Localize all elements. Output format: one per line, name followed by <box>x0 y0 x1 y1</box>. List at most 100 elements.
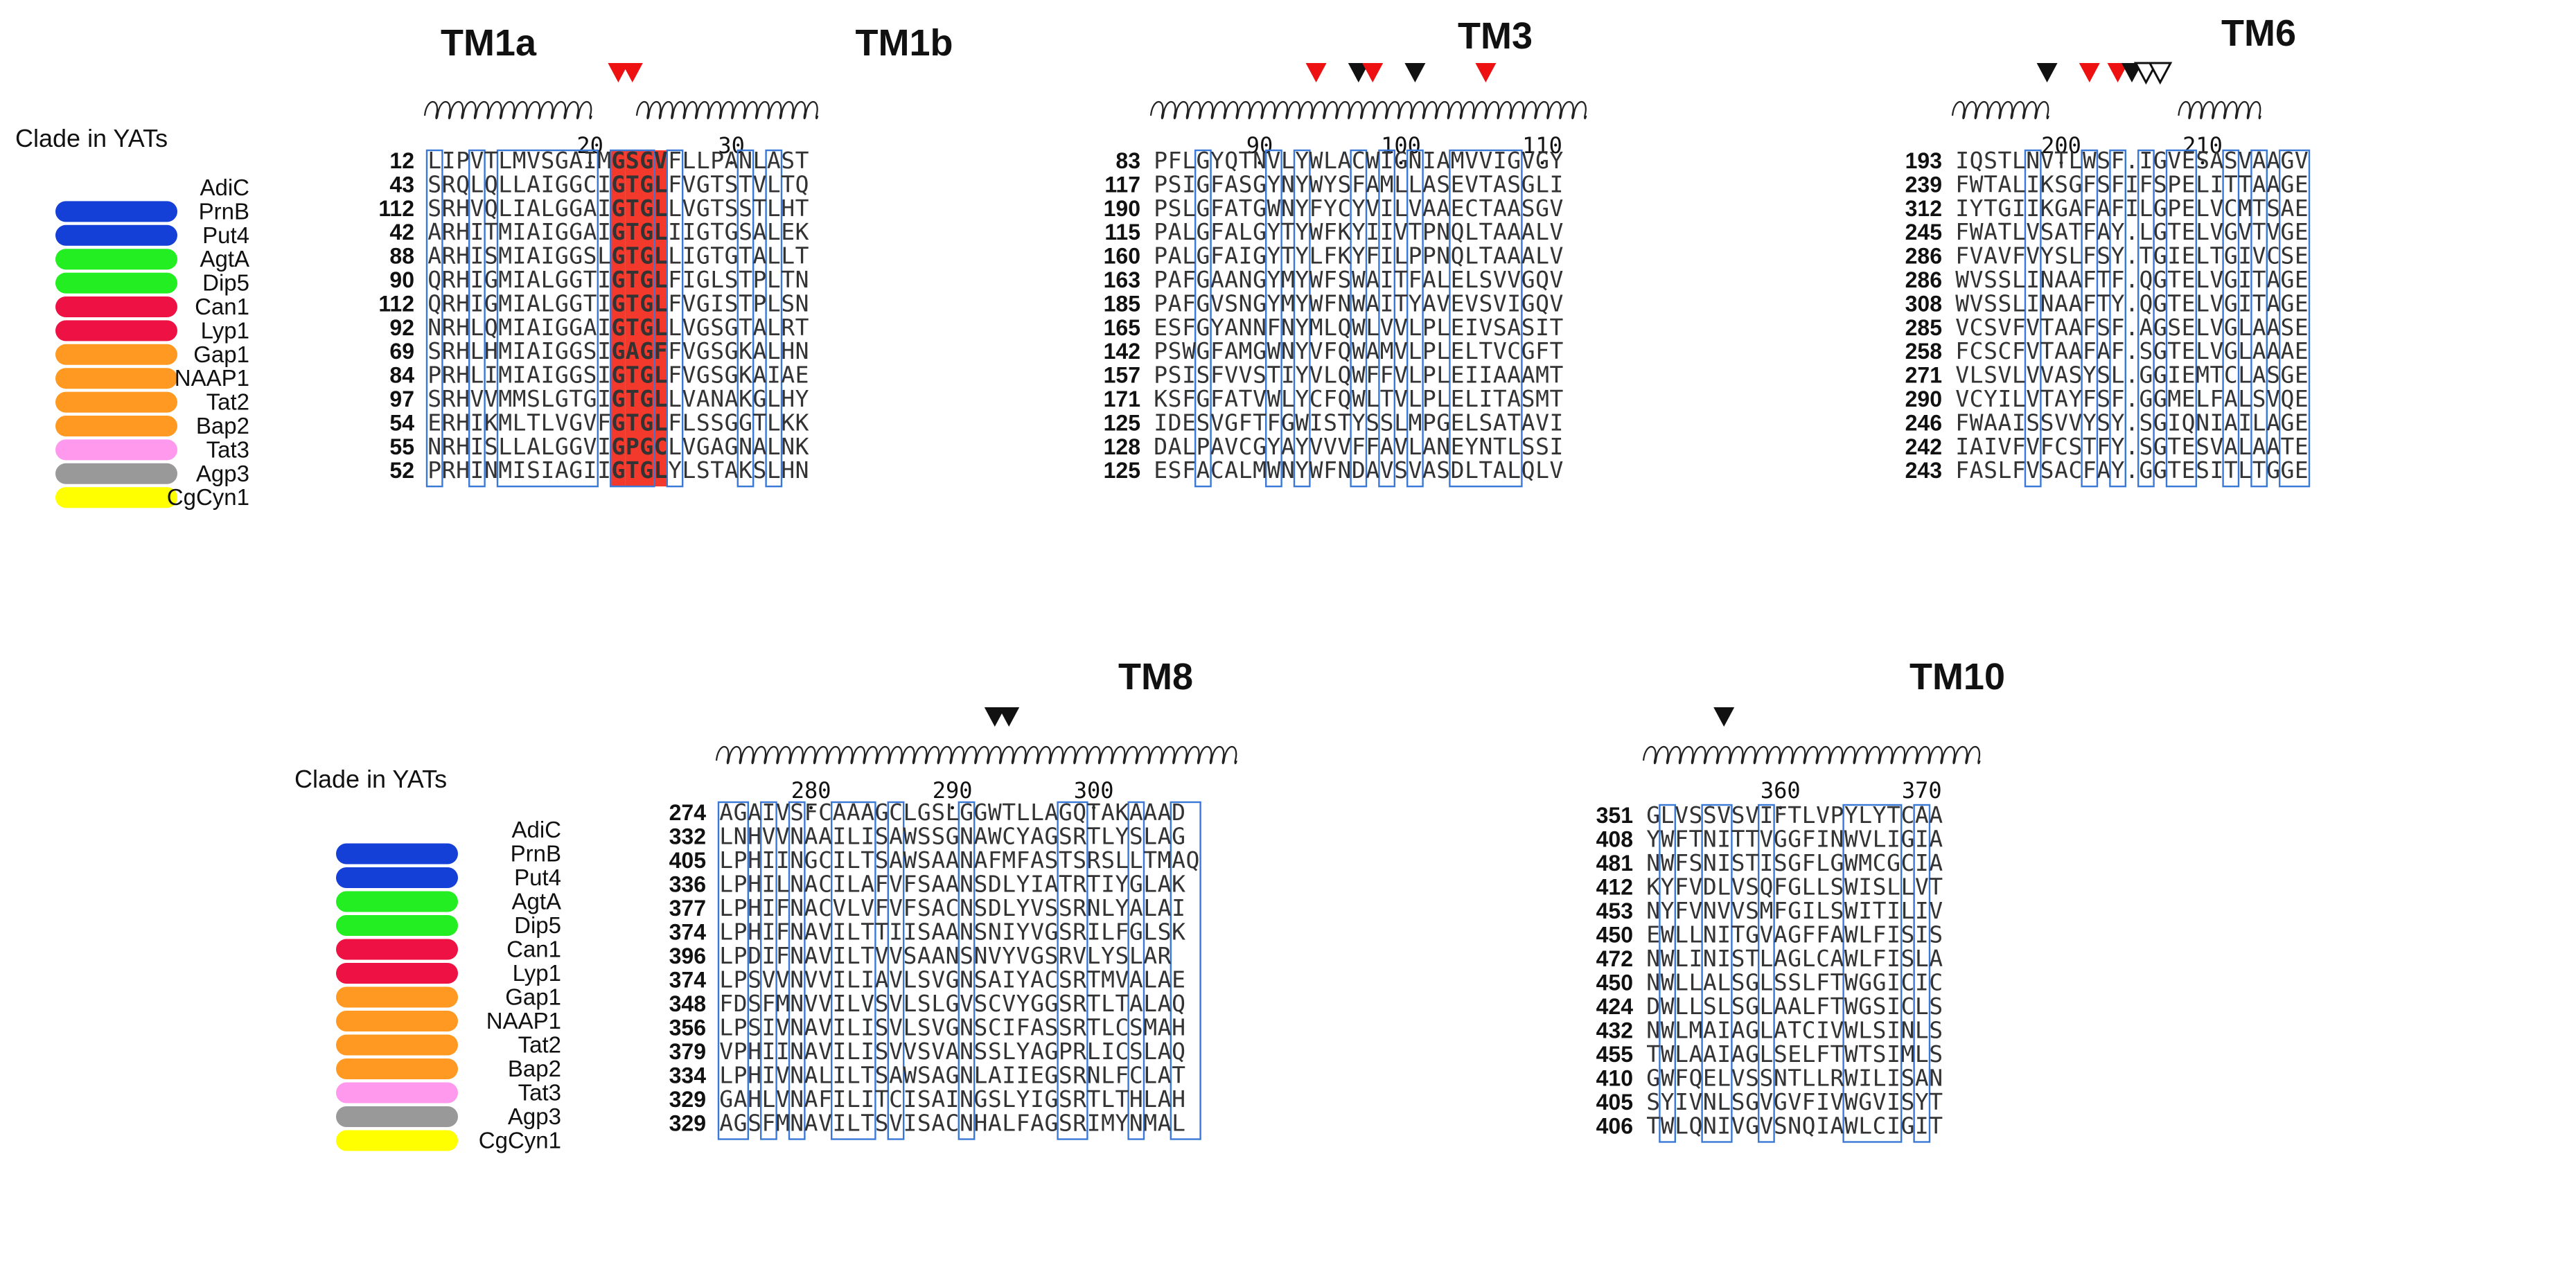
residue: W <box>903 823 917 850</box>
residue: T <box>739 290 752 317</box>
residue: S <box>710 337 724 364</box>
residue: L <box>719 871 733 898</box>
residue: A <box>1830 945 1844 972</box>
residue: I <box>1172 894 1185 921</box>
residue: I <box>1002 919 1016 946</box>
residue: V <box>1970 242 1984 269</box>
residue: V <box>1915 874 1929 901</box>
residue: A <box>1984 218 1997 245</box>
residue: A <box>2097 457 2110 484</box>
residue: A <box>1158 966 1172 993</box>
residue: C <box>2266 242 2280 269</box>
residue: S <box>917 894 931 921</box>
residue: V <box>1323 433 1337 460</box>
residue: I <box>2167 409 2181 436</box>
residue: T <box>1493 385 1507 412</box>
residue: S <box>1774 969 1788 996</box>
residue: L <box>597 242 611 269</box>
residue: R <box>781 314 795 341</box>
clade-swatch <box>55 224 177 246</box>
residue: T <box>1745 826 1759 853</box>
residue: L <box>847 823 861 850</box>
residue: A <box>2068 266 2082 293</box>
residue: F <box>1323 266 1337 293</box>
residue: V <box>1210 409 1224 436</box>
residue: I <box>1380 266 1394 293</box>
helix-glyph <box>1951 100 2049 120</box>
residue: L <box>1394 170 1408 197</box>
residue: L <box>1661 801 1675 828</box>
residue: T <box>739 242 752 269</box>
residue: G <box>946 823 960 850</box>
residue: H <box>748 894 761 921</box>
residue: V <box>931 966 945 993</box>
start-position: 165 <box>1104 315 1140 340</box>
residue: C <box>1337 195 1351 222</box>
residue: S <box>710 362 724 389</box>
residue: L <box>2252 409 2266 436</box>
residue: F <box>1675 874 1688 901</box>
residue: A <box>1521 242 1535 269</box>
residue: I <box>1380 195 1394 222</box>
black-triangle-marker <box>998 707 1020 727</box>
residue: R <box>442 266 456 293</box>
residue: A <box>818 823 832 850</box>
residue: E <box>2182 290 2196 317</box>
residue: Q <box>1172 1038 1185 1065</box>
conservation-box <box>2137 149 2155 488</box>
residue: M <box>1281 266 1295 293</box>
start-position: 163 <box>1104 267 1140 292</box>
species-label: Lyp1 <box>513 960 561 986</box>
residue: Q <box>1451 242 1465 269</box>
residue: L <box>1802 945 1816 972</box>
residue: G <box>696 170 710 197</box>
residue: S <box>725 170 739 197</box>
residue: N <box>1281 170 1295 197</box>
residue: H <box>1172 1014 1185 1041</box>
residue: N <box>960 823 973 850</box>
residue: S <box>1044 942 1058 969</box>
species-label: Agp3 <box>508 1104 561 1129</box>
residue: T <box>1172 1062 1185 1089</box>
residue: S <box>1129 1014 1143 1041</box>
residue: S <box>2266 195 2280 222</box>
position-tick-label: 90 <box>1246 132 1273 159</box>
residue: T <box>861 942 874 969</box>
residue: I <box>513 195 527 222</box>
residue: L <box>1675 1040 1688 1067</box>
residue: F <box>776 894 790 921</box>
residue: C <box>1044 966 1058 993</box>
residue: L <box>761 1085 775 1113</box>
residue: G <box>946 1014 960 1041</box>
residue: G <box>2068 170 2082 197</box>
residue: S <box>2068 362 2082 389</box>
residue: A <box>2097 218 2110 245</box>
residue: S <box>1479 290 1492 317</box>
residue: P <box>1154 147 1167 174</box>
residue: F <box>1210 362 1224 389</box>
residue: S <box>1745 897 1759 924</box>
residue: A <box>2068 337 2082 364</box>
residue: E <box>1451 290 1465 317</box>
residue: R <box>1073 894 1086 921</box>
residue: L <box>2238 457 2252 484</box>
residue: L <box>767 266 781 293</box>
residue: G <box>2153 385 2167 412</box>
species-label: Put4 <box>202 222 249 248</box>
residue: I <box>861 1014 874 1041</box>
residue: A <box>1731 1017 1745 1044</box>
residue: T <box>2224 170 2238 197</box>
residue: L <box>1408 314 1422 341</box>
residue: I <box>1479 362 1492 389</box>
residue: A <box>1158 1085 1172 1113</box>
residue: L <box>1182 147 1196 174</box>
residue: W <box>1844 1040 1858 1067</box>
residue: I <box>1816 1017 1830 1044</box>
residue: R <box>442 409 456 436</box>
residue: H <box>456 314 470 341</box>
